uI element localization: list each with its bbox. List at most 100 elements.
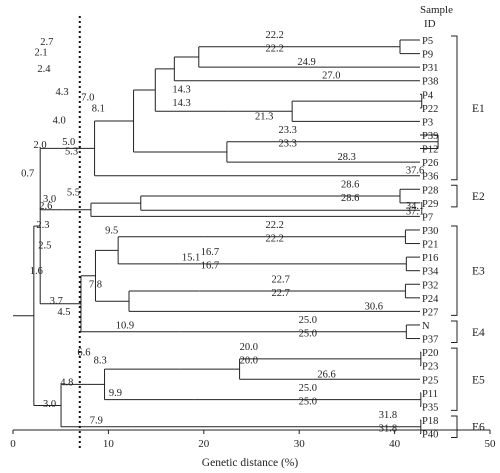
node-distance-label: 2.7 xyxy=(40,37,53,48)
leaf-label: P31 xyxy=(422,63,438,74)
node-distance-label: 7.8 xyxy=(89,280,102,291)
leaf-label: P20 xyxy=(422,348,438,359)
node-distance-label: 30.6 xyxy=(365,301,383,312)
node-distance-label: 22.7 xyxy=(271,274,289,285)
node-distance-label: 23.3 xyxy=(279,125,297,136)
node-distance-label: 34.1 xyxy=(406,201,424,212)
leaf-label: P7 xyxy=(422,212,433,223)
leaf-label: P27 xyxy=(422,307,438,318)
group-label-E1: E1 xyxy=(472,103,485,115)
node-distance-label: 22.2 xyxy=(266,220,284,231)
leaf-label: N xyxy=(422,321,430,332)
leaf-label: P23 xyxy=(422,362,438,373)
leaf-label: P4 xyxy=(422,90,434,101)
group-bracket-E1 xyxy=(451,35,458,181)
node-distance-label: 28.3 xyxy=(337,152,355,163)
node-distance-label: 2.5 xyxy=(38,240,51,251)
node-distance-label: 2.3 xyxy=(36,220,49,231)
node-distance-label: 10.9 xyxy=(116,320,134,331)
node-distance-label: 25.0 xyxy=(299,329,317,340)
node-distance-label: 16.7 xyxy=(201,261,219,272)
node-distance-label: 4.3 xyxy=(55,87,68,98)
node-distance-label: 7.9 xyxy=(90,415,103,426)
group-bracket-E5 xyxy=(451,347,458,411)
node-distance-label: 2.4 xyxy=(37,64,51,75)
node-distance-label: 8.1 xyxy=(92,103,105,114)
leaf-label: P36 xyxy=(422,172,438,183)
node-distance-label: 4.5 xyxy=(57,307,70,318)
leaf-label: P16 xyxy=(422,253,438,264)
tree-links xyxy=(13,39,439,435)
node-distance-label: 3.0 xyxy=(43,194,56,205)
x-tick-label: 10 xyxy=(103,438,115,450)
node-distance-label: 25.0 xyxy=(299,383,317,394)
node-distance-label: 2.6 xyxy=(39,201,52,212)
node-distance-label: 4.0 xyxy=(53,115,66,126)
leaf-labels: P5 P9 P31 P38 P4 P22 P3 P39 P12 P26 P36 P28 P29 P7 P30… xyxy=(422,36,439,441)
leaf-label: P30 xyxy=(422,226,438,237)
node-distance-label: 31.8 xyxy=(379,410,397,421)
x-tick-label: 20 xyxy=(198,438,210,450)
node-distance-label: 7.0 xyxy=(81,92,94,103)
node-distance-label: 9.9 xyxy=(109,388,122,399)
leaf-label: P22 xyxy=(422,104,438,115)
group-label-E4: E4 xyxy=(472,327,485,339)
node-distance-label: 28.6 xyxy=(341,193,359,204)
node-distance-label: 5.0 xyxy=(62,137,75,148)
leaf-label: P26 xyxy=(422,158,438,169)
x-axis-title: Genetic distance (%) xyxy=(202,457,299,469)
leaf-label: P28 xyxy=(422,185,438,196)
node-distance-label: 8.3 xyxy=(94,356,107,367)
leaf-header-line2: ID xyxy=(424,18,436,30)
node-distance-label: 20.0 xyxy=(240,356,258,367)
node-distance-label: 2.1 xyxy=(34,48,47,59)
node-distance-label: 21.3 xyxy=(255,111,273,122)
leaf-label: P40 xyxy=(422,430,438,441)
node-labels: 22.2 22.2 24.9 27.0 14.3 14.3 21.3 23.3 23.3 28.3… xyxy=(21,30,424,435)
node-distance-label: 5.5 xyxy=(67,187,80,198)
node-distance-label: 22.2 xyxy=(266,234,284,245)
leaf-label: P39 xyxy=(422,131,438,142)
leaf-label: P21 xyxy=(422,240,438,251)
x-tick-label: 40 xyxy=(389,438,401,450)
leaf-label: P11 xyxy=(422,389,438,400)
node-distance-label: 25.0 xyxy=(299,396,317,407)
group-bracket-E2 xyxy=(451,184,458,208)
group-label-E6: E6 xyxy=(472,422,485,434)
node-distance-label: 22.2 xyxy=(266,44,284,55)
group-label-E2: E2 xyxy=(472,191,485,203)
x-axis: 0 10 20 30 40 50 xyxy=(10,429,496,450)
node-distance-label: 1.6 xyxy=(30,266,43,277)
leaf-label: P9 xyxy=(422,50,433,61)
node-distance-label: 14.3 xyxy=(172,98,190,109)
node-distance-label: 20.0 xyxy=(240,342,258,353)
leaf-label: P24 xyxy=(422,294,439,305)
node-distance-label: 28.6 xyxy=(341,179,359,190)
node-distance-label: 31.8 xyxy=(379,424,397,435)
node-distance-label: 3.7 xyxy=(50,296,63,307)
leaf-label: P18 xyxy=(422,416,438,427)
group-bracket-E4 xyxy=(451,320,458,344)
node-distance-label: 37.1 xyxy=(406,206,424,217)
group-bracket-E3 xyxy=(451,225,458,316)
node-distance-label: 0.7 xyxy=(21,168,34,179)
node-distance-label: 9.5 xyxy=(105,225,118,236)
node-distance-label: 14.3 xyxy=(172,84,190,95)
leaf-label: P3 xyxy=(422,117,433,128)
leaf-header-line1: Sample xyxy=(420,4,453,16)
x-tick-label: 30 xyxy=(294,438,306,450)
node-distance-label: 22.7 xyxy=(271,288,289,299)
group-bracket-E6 xyxy=(451,415,458,439)
group-label-E5: E5 xyxy=(472,374,485,386)
node-distance-label: 27.0 xyxy=(322,71,340,82)
leaf-label: P34 xyxy=(422,267,439,278)
leaf-label: P32 xyxy=(422,280,438,291)
node-distance-label: 37.6 xyxy=(406,166,424,177)
leaf-label: P12 xyxy=(422,145,438,156)
leaf-label: P29 xyxy=(422,199,438,210)
leaf-label: P38 xyxy=(422,77,438,88)
node-distance-label: 16.7 xyxy=(201,247,219,258)
node-distance-label: 22.2 xyxy=(266,30,284,41)
node-distance-label: 6.6 xyxy=(77,348,90,359)
